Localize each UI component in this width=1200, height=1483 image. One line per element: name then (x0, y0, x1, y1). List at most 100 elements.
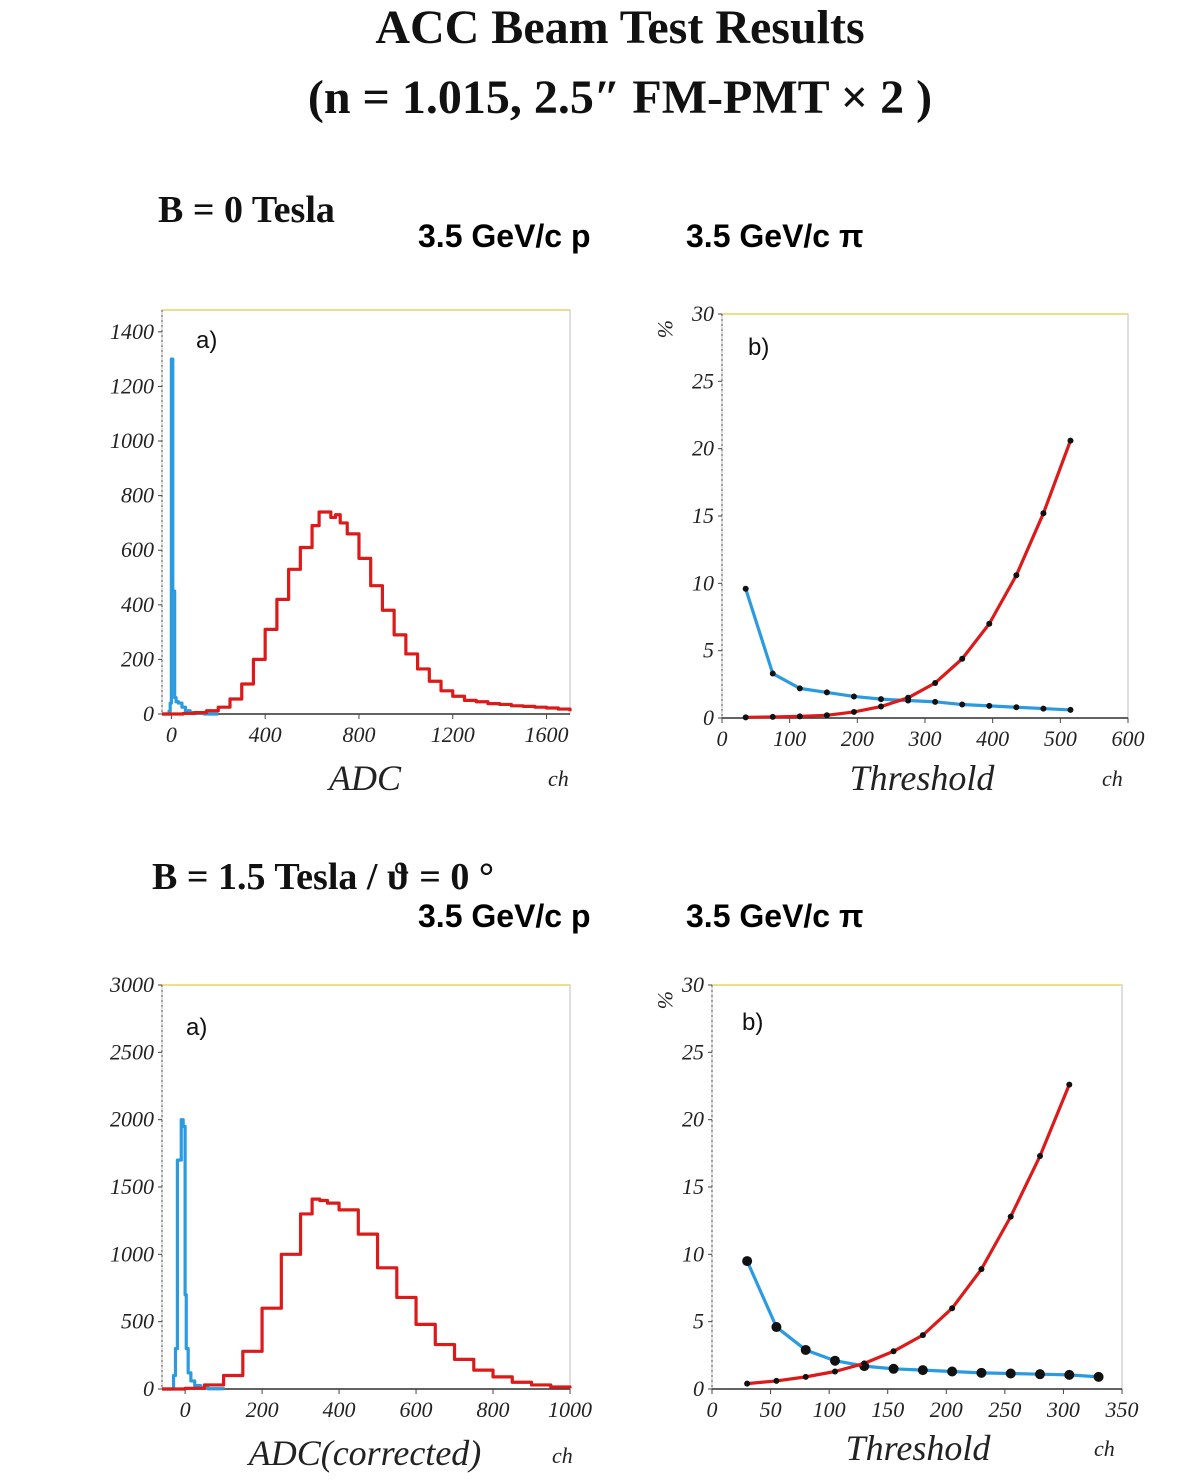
data-point-pion (919, 1332, 926, 1339)
y-tick-label: 0 (693, 1376, 704, 1401)
panel-label: b) (748, 334, 769, 361)
condition-label-top: B = 0 Tesla (158, 189, 335, 231)
x-axis-label: Threshold (850, 758, 996, 798)
y-tick-label: 20 (692, 436, 714, 461)
data-point-pion (986, 620, 993, 627)
data-point-proton (888, 1363, 899, 1374)
y-tick-label: 0 (143, 701, 154, 726)
y-tick-label: 0 (143, 1376, 154, 1401)
y-tick-label: 15 (692, 503, 714, 528)
data-point-pion (1040, 510, 1047, 517)
series-line-pion (162, 510, 572, 716)
x-axis-unit: ch (1102, 766, 1123, 791)
panel-label: a) (186, 1014, 207, 1041)
data-point-proton (1013, 704, 1020, 711)
data-point-proton (986, 702, 993, 709)
x-tick-label: 600 (1112, 726, 1145, 751)
x-axis-label: ADC (327, 758, 402, 798)
data-point-pion (1007, 1213, 1014, 1220)
x-axis-unit: ch (1094, 1436, 1115, 1461)
x-tick-label: 100 (813, 1397, 846, 1422)
y-tick-label: 1000 (110, 428, 154, 453)
x-tick-label: 300 (1046, 1397, 1080, 1422)
panel-label: b) (742, 1009, 763, 1036)
data-point-proton (959, 701, 966, 708)
data-point-pion (1066, 1081, 1073, 1088)
data-point-proton (830, 1355, 840, 1366)
data-point-proton (917, 1365, 928, 1376)
x-tick-label: 200 (841, 726, 874, 751)
x-axis-unit: ch (552, 1443, 573, 1468)
y-tick-label: 5 (703, 638, 714, 663)
data-point-pion (832, 1368, 838, 1375)
y-tick-label: 20 (682, 1107, 704, 1132)
data-point-proton (1005, 1368, 1016, 1379)
y-tick-label: 25 (692, 368, 714, 393)
data-point-proton (878, 696, 885, 703)
x-tick-label: 800 (477, 1397, 510, 1422)
y-tick-label: 5 (693, 1309, 704, 1334)
data-point-pion (932, 679, 939, 686)
x-tick-label: 200 (930, 1397, 963, 1422)
x-tick-label: 400 (976, 726, 1009, 751)
data-point-proton (1064, 1369, 1075, 1380)
y-tick-label: 400 (121, 592, 154, 617)
data-point-proton (796, 685, 803, 692)
y-tick-label: 10 (682, 1241, 704, 1266)
x-tick-label: 1200 (431, 722, 475, 747)
data-point-proton (1093, 1371, 1104, 1382)
legend-proton-bottom: 3.5 GeV/c p (418, 898, 591, 934)
data-point-pion (742, 714, 749, 721)
y-axis-label: % (653, 320, 678, 338)
data-point-proton (742, 585, 749, 592)
series-line-pion (162, 1197, 572, 1391)
y-tick-label: 30 (681, 972, 704, 997)
series-line-pion (745, 440, 1072, 719)
panel-label: a) (196, 327, 217, 354)
x-tick-label: 350 (1105, 1397, 1139, 1422)
x-tick-label: 200 (246, 1397, 279, 1422)
y-tick-label: 1000 (110, 1241, 154, 1266)
x-tick-label: 0 (707, 1397, 718, 1422)
data-point-pion (744, 1380, 751, 1387)
x-tick-label: 300 (908, 726, 942, 751)
series-line-proton (745, 1260, 1099, 1379)
x-tick-label: 0 (166, 722, 177, 747)
data-point-pion (1037, 1153, 1043, 1160)
x-tick-label: 250 (988, 1397, 1021, 1422)
x-axis-label: Threshold (846, 1428, 992, 1468)
x-tick-label: 1600 (525, 722, 569, 747)
x-tick-label: 400 (249, 722, 282, 747)
data-point-pion (905, 694, 912, 701)
x-tick-label: 0 (717, 726, 728, 751)
x-axis-unit: ch (548, 766, 569, 791)
y-tick-label: 3000 (109, 972, 154, 997)
data-point-pion (949, 1305, 956, 1312)
y-tick-label: 0 (703, 705, 714, 730)
y-tick-label: 1400 (110, 319, 154, 344)
condition-label-bottom: B = 1.5 Tesla / ϑ = 0 ° (152, 856, 495, 898)
data-point-proton (769, 670, 776, 677)
y-tick-label: 500 (121, 1309, 154, 1334)
y-axis-label: % (653, 991, 678, 1009)
data-point-pion (978, 1266, 985, 1273)
data-point-pion (959, 655, 966, 662)
data-point-pion (802, 1373, 809, 1380)
data-point-pion (890, 1348, 897, 1355)
y-tick-label: 2500 (110, 1039, 154, 1064)
y-tick-label: 800 (121, 483, 154, 508)
x-tick-label: 1000 (548, 1397, 592, 1422)
data-point-proton (1040, 705, 1047, 712)
x-tick-label: 400 (323, 1397, 356, 1422)
x-tick-label: 150 (871, 1397, 904, 1422)
y-tick-label: 30 (691, 301, 714, 326)
y-tick-label: 1500 (110, 1174, 154, 1199)
data-point-pion (823, 712, 830, 719)
data-point-pion (850, 708, 857, 715)
x-tick-label: 100 (773, 726, 806, 751)
series-line-proton (162, 1118, 226, 1391)
series-line-pion (746, 1084, 1071, 1386)
data-point-proton (850, 693, 857, 700)
x-tick-label: 500 (1044, 726, 1077, 751)
y-tick-label: 15 (682, 1174, 704, 1199)
